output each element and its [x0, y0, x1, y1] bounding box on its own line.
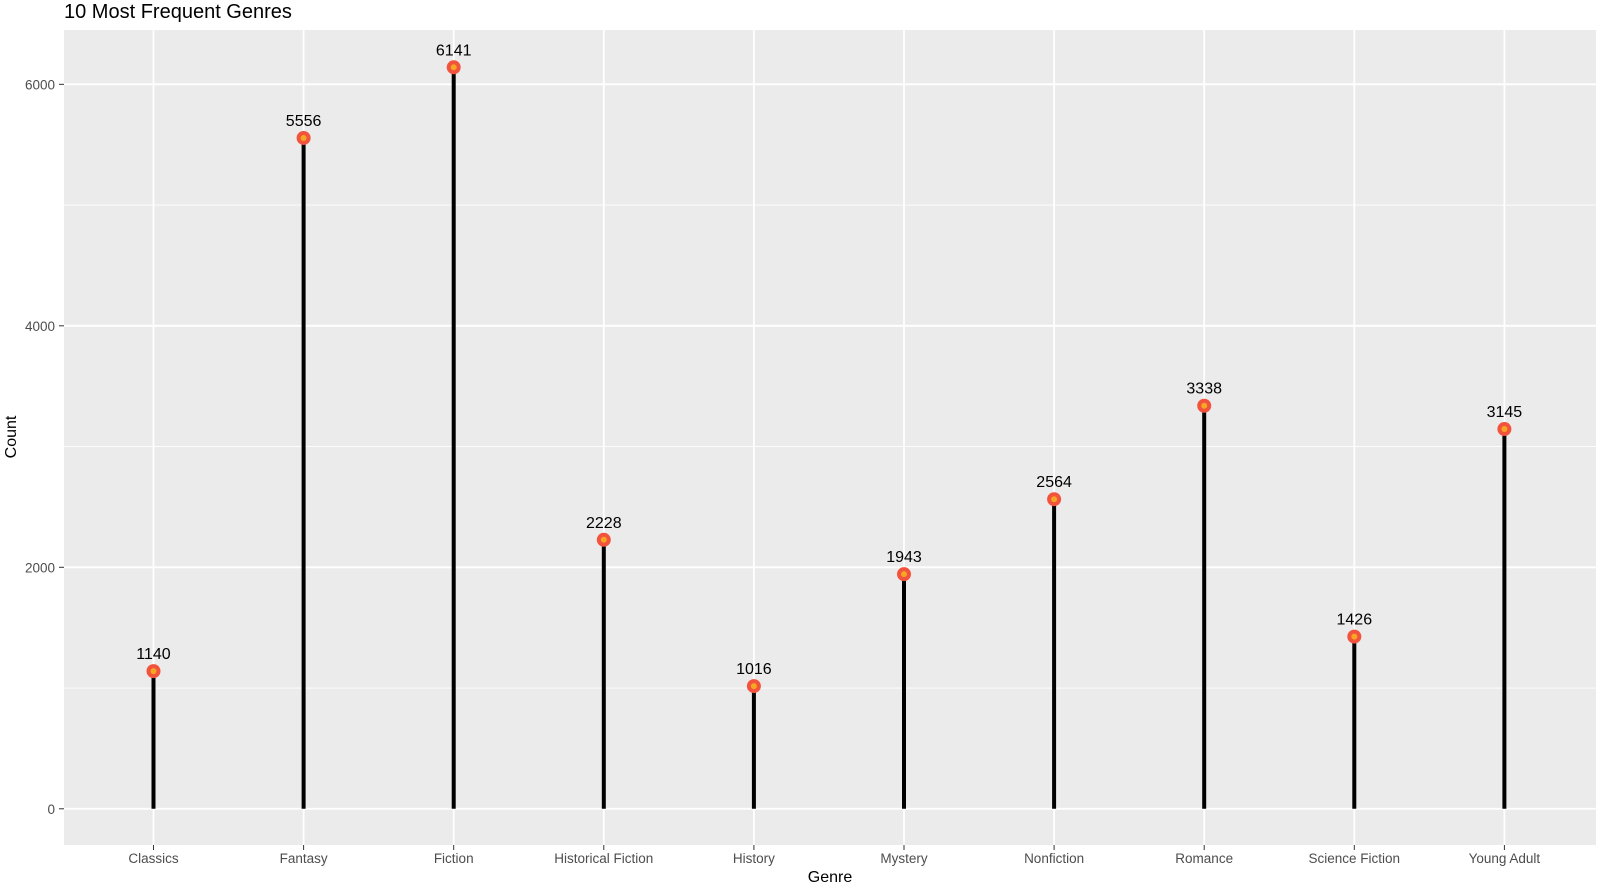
x-tick-label: Mystery — [880, 851, 928, 866]
point-7 — [1197, 398, 1212, 413]
chart-title: 10 Most Frequent Genres — [64, 1, 292, 23]
point-4 — [746, 679, 761, 694]
point-inner-0 — [150, 668, 157, 675]
lollipop-stems — [151, 67, 1507, 809]
point-inner-1 — [300, 134, 307, 141]
point-inner-4 — [750, 683, 757, 690]
x-tick-label: Fiction — [434, 851, 474, 866]
point-inner-6 — [1051, 496, 1058, 503]
point-inner-9 — [1501, 426, 1508, 433]
point-5 — [897, 567, 911, 582]
data-label-7: 3338 — [1186, 381, 1222, 398]
point-9 — [1497, 422, 1512, 437]
point-inner-7 — [1201, 402, 1208, 409]
point-2 — [446, 60, 461, 75]
y-axis-ticks: 0 2000 4000 6000 — [25, 77, 64, 817]
data-label-4: 1016 — [736, 661, 772, 678]
x-tick-label: Nonfiction — [1024, 851, 1084, 866]
y-tick-label: 0 — [47, 802, 55, 817]
x-axis-ticks: Classics Fantasy Fiction Historical Fiction… — [128, 845, 1540, 866]
point-inner-3 — [600, 536, 607, 543]
data-label-5: 1943 — [886, 549, 922, 566]
data-label-9: 3145 — [1487, 404, 1523, 421]
data-label-3: 2228 — [586, 515, 622, 532]
plot-panel — [64, 30, 1596, 845]
y-tick-label: 4000 — [25, 319, 55, 334]
lollipop-points — [146, 60, 1512, 694]
y-axis-title: Count — [3, 415, 20, 458]
x-tick-label: Romance — [1175, 851, 1233, 866]
data-label-8: 1426 — [1337, 612, 1373, 629]
x-tick-label: History — [733, 851, 775, 866]
point-0 — [146, 664, 161, 679]
point-1 — [296, 130, 311, 145]
data-label-0: 1140 — [136, 646, 171, 663]
data-label-1: 5556 — [286, 113, 322, 130]
point-6 — [1047, 492, 1062, 507]
point-inner-2 — [450, 64, 457, 71]
x-tick-label: Young Adult — [1469, 851, 1541, 866]
data-labels: 1140 5556 6141 2228 1016 1943 2564 3338 1426 3145 — [136, 42, 1522, 678]
x-axis-title: Genre — [808, 869, 853, 886]
point-inner-5 — [901, 571, 907, 578]
x-tick-label: Historical Fiction — [554, 851, 653, 866]
point-8 — [1347, 629, 1362, 644]
minor-gridlines — [64, 204, 1596, 689]
x-tick-label: Classics — [128, 851, 179, 866]
x-tick-label: Fantasy — [280, 851, 328, 866]
point-inner-8 — [1351, 633, 1358, 640]
data-label-2: 6141 — [436, 42, 472, 59]
x-tick-label: Science Fiction — [1309, 851, 1401, 866]
y-tick-label: 6000 — [25, 77, 55, 92]
point-3 — [596, 532, 611, 547]
y-tick-label: 2000 — [25, 560, 55, 575]
data-label-6: 2564 — [1036, 474, 1072, 491]
